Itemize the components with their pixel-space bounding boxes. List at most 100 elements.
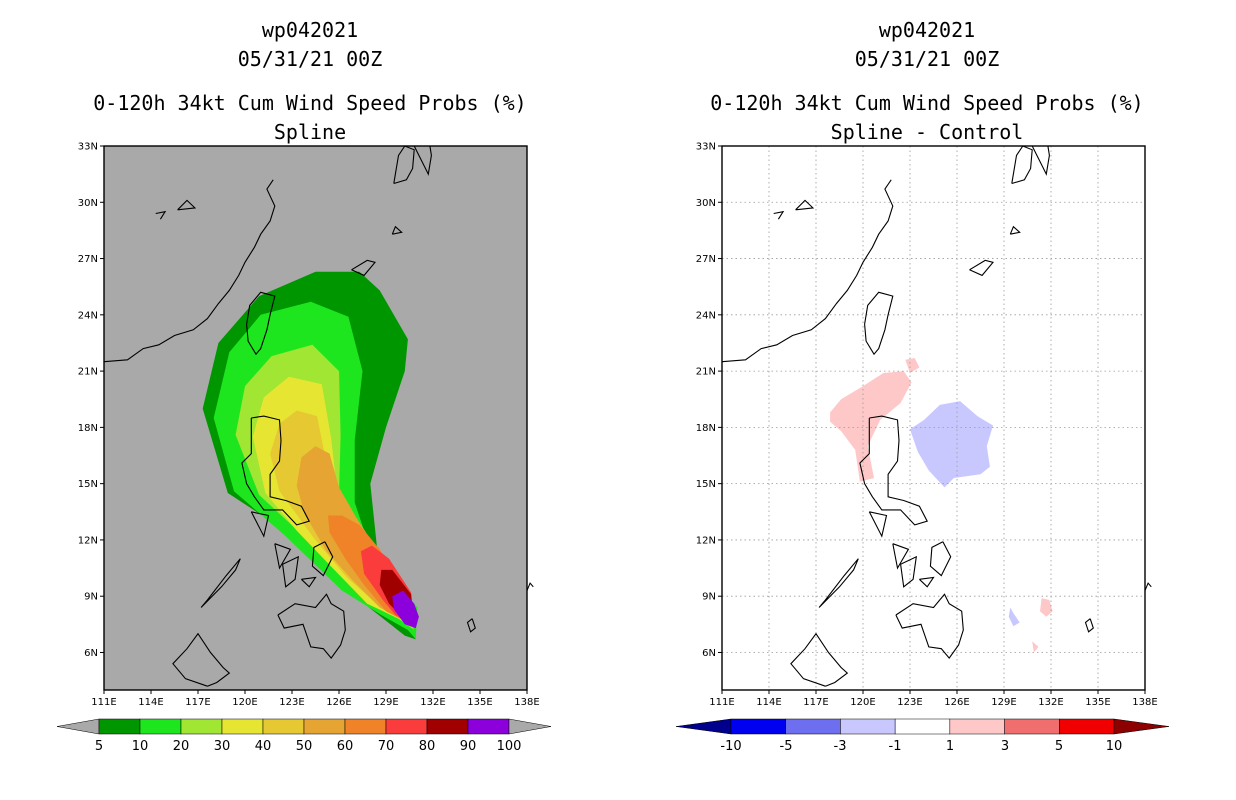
left-colorbar: 5 10 20 30 40 50 60 70 80 90 100 (56, 718, 552, 754)
right-colorbar-label-2: -3 (834, 739, 847, 754)
left-map-frame (103, 145, 528, 691)
left-colorbar-label-2: 20 (173, 739, 190, 754)
left-coastline-13 (393, 145, 415, 185)
left-coastline-2 (241, 415, 310, 526)
right-coastline-16 (1144, 582, 1152, 591)
right-lat-label-3: 24N (696, 310, 716, 321)
left-coastline-3 (311, 541, 334, 577)
right-contour--1-4 (910, 401, 993, 488)
left-coastline-18 (155, 210, 167, 220)
left-lat-label-3: 24N (78, 310, 98, 321)
left-lat-label-6: 15N (78, 479, 98, 490)
right-lat-label-9: 6N (702, 648, 716, 659)
right-colorbar-right-arrow (1113, 718, 1170, 735)
right-coastline-9 (895, 593, 964, 659)
right-coastline-14 (1031, 145, 1050, 176)
left-coastline-5 (282, 555, 299, 588)
left-colorbar-label-1: 10 (132, 739, 149, 754)
right-lon-label-6: 129E (991, 697, 1016, 708)
left-colorbar-label-8: 80 (419, 739, 436, 754)
left-colorbar-label-6: 60 (337, 739, 354, 754)
left-probability-chart: 111E 114E 117E 120E 123E 126E 129E 132E 135E 138E… (56, 142, 552, 754)
left-coastline-8 (200, 558, 241, 608)
right-coastline-2 (859, 415, 928, 526)
right-lat-label-5: 18N (696, 423, 716, 434)
left-coastline-10 (172, 632, 231, 687)
right-colorbar-box-6 (1059, 718, 1115, 735)
right-lon-label-5: 126E (944, 697, 969, 708)
right-lon-label-4: 123E (897, 697, 922, 708)
right-lat-label-1: 30N (696, 198, 716, 209)
right-colorbar-box-4 (949, 718, 1005, 735)
right-contour-1-2 (1040, 598, 1053, 617)
right-coastline-15 (1084, 618, 1094, 633)
right-lon-label-8: 135E (1085, 697, 1110, 708)
left-coastline-9 (277, 593, 346, 659)
left-coastline-6 (274, 543, 292, 570)
left-coastline-14 (413, 145, 432, 176)
left-lat-label-9: 6N (84, 648, 98, 659)
right-coastline-8 (818, 558, 859, 608)
left-colorbar-label-0: 5 (95, 739, 103, 754)
right-lat-label-4: 21N (696, 367, 716, 378)
left-coastline-1 (246, 291, 276, 356)
left-lat-label-5: 18N (78, 423, 98, 434)
right-product-title: 0-120h 34kt Cum Wind Speed Probs (%) (710, 91, 1144, 115)
left-lon-label-9: 138E (514, 697, 539, 708)
left-coastlines (103, 145, 534, 687)
left-lat-label-4: 21N (78, 367, 98, 378)
right-gridlines (721, 145, 1146, 690)
right-coastline-18 (773, 210, 785, 220)
left-lat-label-7: 12N (78, 535, 98, 546)
right-coastline-10 (790, 632, 849, 687)
left-contour-90-9 (392, 590, 419, 629)
left-coastline-0 (103, 179, 276, 363)
right-colorbar-label-3: -1 (889, 739, 902, 754)
right-coastline-0 (721, 179, 894, 363)
left-lat-label-8: 9N (84, 592, 98, 603)
right-colorbar-box-0 (730, 718, 786, 735)
right-lon-label-7: 132E (1038, 697, 1063, 708)
right-coastlines (721, 145, 1152, 687)
left-colorbar-label-4: 40 (255, 739, 272, 754)
right-coastline-11 (969, 259, 994, 277)
right-colorbar-label-5: 3 (1001, 739, 1009, 754)
right-lat-label-6: 15N (696, 479, 716, 490)
right-lon-label-2: 117E (803, 697, 828, 708)
right-lon-label-9: 138E (1132, 697, 1157, 708)
left-datetime: 05/31/21 00Z (237, 47, 383, 71)
left-lat-label-2: 27N (78, 254, 98, 265)
left-lon-label-3: 120E (232, 697, 257, 708)
right-contour--1-5 (1008, 607, 1020, 627)
right-coastline-6 (892, 543, 910, 570)
right-lon-label-1: 114E (756, 697, 781, 708)
right-colorbar-label-7: 10 (1106, 739, 1123, 754)
right-lon-label-0: 111E (709, 697, 734, 708)
right-coastline-4 (919, 576, 935, 588)
right-subtitle: Spline - Control (830, 120, 1024, 144)
left-coastline-12 (391, 225, 403, 235)
right-colorbar-box-5 (1004, 718, 1060, 735)
right-lon-label-3: 120E (850, 697, 875, 708)
left-colorbar-label-9: 90 (460, 739, 477, 754)
right-lat-label-8: 9N (702, 592, 716, 603)
right-contour-1-3 (1032, 641, 1039, 653)
right-lat-label-7: 12N (696, 535, 716, 546)
right-colorbar-box-3 (894, 718, 951, 735)
right-colorbar-box-1 (785, 718, 841, 735)
right-lat-label-2: 27N (696, 254, 716, 265)
right-colorbar-label-0: -10 (720, 739, 741, 754)
right-datetime: 05/31/21 00Z (854, 47, 1000, 71)
left-lon-label-2: 117E (185, 697, 210, 708)
right-colorbar-label-1: -5 (780, 739, 793, 754)
left-coastline-16 (526, 582, 534, 591)
right-storm-id: wp042021 (878, 18, 976, 42)
right-colorbar: -10 -5 -3 -1 1 3 5 10 (675, 718, 1170, 754)
left-coastline-11 (351, 259, 376, 277)
left-lat-label-1: 30N (78, 198, 98, 209)
left-colorbar-right-arrow (508, 718, 552, 735)
left-colorbar-label-3: 30 (214, 739, 231, 754)
right-contour-1-0 (830, 371, 912, 482)
right-colorbar-left-arrow (675, 718, 732, 735)
